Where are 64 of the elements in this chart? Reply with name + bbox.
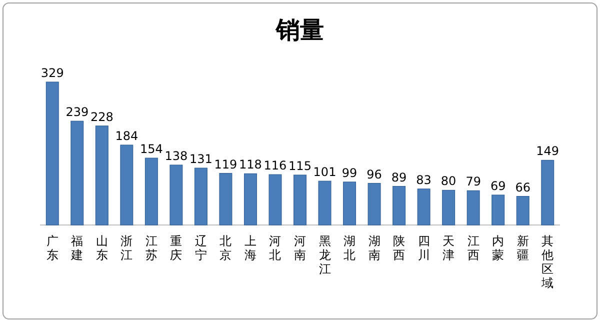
data-label: 239 bbox=[66, 105, 89, 120]
x-tick-label: 四川 bbox=[418, 234, 430, 262]
bar bbox=[294, 174, 306, 226]
bar bbox=[343, 182, 356, 226]
x-tick-label: 广东 bbox=[46, 234, 58, 262]
data-label: 66 bbox=[515, 180, 530, 194]
data-label: 115 bbox=[288, 159, 312, 174]
x-tick-label: 黑龙江 bbox=[318, 234, 331, 276]
bar bbox=[442, 190, 456, 226]
data-label: 96 bbox=[366, 167, 382, 182]
x-tick-label: 天津 bbox=[442, 234, 455, 262]
x-tick-label: 北京 bbox=[220, 234, 232, 262]
data-label: 83 bbox=[416, 172, 432, 187]
data-label: 228 bbox=[90, 110, 114, 124]
bar bbox=[466, 190, 480, 226]
bar bbox=[46, 82, 59, 226]
data-label: 149 bbox=[536, 144, 560, 158]
data-label: 138 bbox=[164, 149, 188, 164]
x-tick-label: 内蒙 bbox=[492, 234, 504, 262]
x-tick-label: 山东 bbox=[96, 234, 108, 262]
x-tick-label: 河北 bbox=[269, 234, 282, 262]
data-label: 329 bbox=[40, 66, 64, 80]
x-tick-label: 湖南 bbox=[368, 234, 380, 262]
bar bbox=[492, 194, 505, 226]
x-tick-label: 陕西 bbox=[393, 234, 406, 262]
data-label: 131 bbox=[190, 152, 212, 166]
bar bbox=[541, 160, 554, 226]
data-label: 119 bbox=[214, 157, 238, 172]
x-tick-label: 重庆 bbox=[170, 234, 182, 262]
data-label: 79 bbox=[466, 174, 481, 189]
x-tick-label: 新疆 bbox=[516, 234, 529, 262]
x-tick-label: 江西 bbox=[467, 234, 480, 262]
bar bbox=[219, 172, 232, 226]
x-tick-label: 福建 bbox=[70, 234, 84, 262]
bar bbox=[170, 164, 183, 226]
data-label: 101 bbox=[313, 165, 336, 180]
bar bbox=[70, 120, 84, 226]
bar bbox=[194, 168, 208, 226]
x-tick-label: 河南 bbox=[294, 234, 306, 262]
bar bbox=[120, 144, 134, 226]
data-label: 154 bbox=[140, 142, 163, 156]
bar bbox=[318, 180, 332, 226]
data-label: 69 bbox=[490, 179, 506, 194]
data-label: 116 bbox=[264, 158, 287, 173]
x-tick-label: 其他区域 bbox=[540, 234, 554, 290]
bar bbox=[144, 158, 158, 226]
x-tick-label: 上海 bbox=[244, 234, 256, 262]
x-tick-label: 浙江 bbox=[120, 234, 133, 262]
bar bbox=[268, 174, 282, 226]
x-tick-label: 湖北 bbox=[344, 234, 356, 262]
data-label: 80 bbox=[440, 174, 456, 188]
chart-title: 销量 bbox=[275, 15, 324, 44]
bar bbox=[392, 186, 406, 226]
bar bbox=[516, 196, 530, 226]
bar bbox=[95, 126, 108, 226]
data-label: 118 bbox=[239, 158, 262, 172]
data-label: 89 bbox=[391, 170, 407, 184]
x-tick-label: 辽宁 bbox=[194, 234, 207, 262]
data-label: 184 bbox=[115, 129, 138, 144]
bar bbox=[417, 188, 430, 226]
bar bbox=[244, 173, 257, 226]
data-label: 99 bbox=[342, 166, 358, 180]
bar bbox=[368, 182, 381, 226]
x-tick-label: 江苏 bbox=[145, 234, 158, 262]
